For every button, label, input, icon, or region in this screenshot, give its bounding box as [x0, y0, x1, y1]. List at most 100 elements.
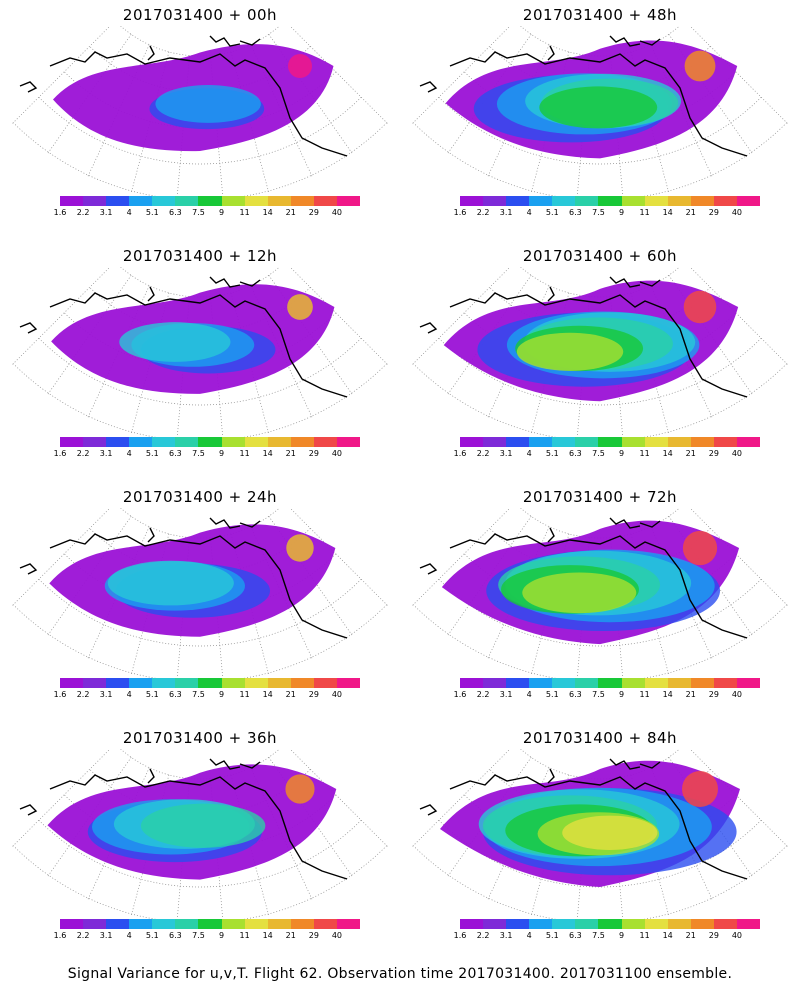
- colorbar: [460, 678, 761, 688]
- variance-maximum: [682, 530, 718, 566]
- colorbar-swatch: [644, 678, 668, 688]
- colorbar-swatch: [313, 678, 337, 688]
- colorbar-swatch: [460, 919, 484, 929]
- colorbar-swatch: [506, 678, 530, 688]
- variance-maximum: [684, 50, 716, 82]
- colorbar-tick-label: 11: [639, 449, 650, 458]
- colorbar-swatch: [129, 678, 153, 688]
- colorbar-tick-label: 5.1: [145, 931, 159, 940]
- latitude-line: [520, 749, 680, 780]
- meridian-line: [289, 508, 388, 606]
- map-panel: 2017031400 + 00h 1.6 2.2 3.1 4 5.1 6.3 7.5 9 11 14…: [0, 0, 400, 238]
- colorbar-tick-label: 2.2: [476, 449, 490, 458]
- colorbar-tick-label: 2.2: [476, 208, 490, 217]
- colorbar-tick-label: 21: [285, 449, 296, 458]
- latitude-line: [89, 287, 311, 334]
- colorbar-tick-label: 3.1: [99, 931, 113, 940]
- latitude-line: [520, 26, 680, 57]
- variance-contour: [107, 560, 234, 606]
- colorbar-tick-label: 1.6: [453, 690, 467, 699]
- latitude-line: [520, 267, 680, 298]
- colorbar-tick-label: 4: [126, 931, 132, 940]
- colorbar-tick-label: 1.6: [453, 208, 467, 217]
- colorbar-ticks: 1.6 2.2 3.1 4 5.1 6.3 7.5 9 11 14 21 29 40: [454, 208, 760, 220]
- colorbar-tick-label: 3.1: [99, 690, 113, 699]
- colorbar-swatch: [483, 196, 507, 206]
- colorbar-swatch: [667, 196, 691, 206]
- latitude-line: [38, 96, 362, 165]
- meridian-line: [289, 26, 388, 124]
- panel-title: 2017031400 + 48h: [522, 6, 678, 24]
- colorbar-ticks: 1.6 2.2 3.1 4 5.1 6.3 7.5 9 11 14 21 29 40: [54, 449, 360, 461]
- colorbar-swatch: [575, 678, 599, 688]
- colorbar-swatch: [575, 919, 599, 929]
- colorbar-swatch: [313, 196, 337, 206]
- colorbar-ticks: 1.6 2.2 3.1 4 5.1 6.3 7.5 9 11 14 21 29 40: [54, 690, 360, 702]
- colorbar-tick-label: 9: [218, 449, 225, 458]
- colorbar-swatch: [221, 919, 245, 929]
- colorbar: [60, 196, 361, 206]
- colorbar-swatch: [290, 678, 314, 688]
- colorbar-swatch: [506, 196, 530, 206]
- colorbar-swatch: [106, 678, 130, 688]
- colorbar-tick-label: 40: [731, 208, 743, 217]
- colorbar-swatch: [644, 919, 668, 929]
- latitude-line: [38, 337, 362, 406]
- colorbar-tick-label: 4: [126, 449, 132, 458]
- colorbar-swatch: [83, 678, 107, 688]
- latitude-line: [38, 819, 362, 888]
- variance-contour: [539, 86, 658, 129]
- coastline: [419, 276, 748, 398]
- colorbar-tick-label: 5.1: [545, 208, 559, 217]
- colorbar-swatch: [736, 196, 761, 206]
- colorbar-tick-label: 5.1: [545, 449, 559, 458]
- colorbar-tick-label: 6.3: [169, 931, 182, 940]
- colorbar-swatch: [83, 437, 107, 447]
- colorbar-tick-label: 29: [708, 931, 719, 940]
- colorbar-tick-label: 40: [731, 449, 743, 458]
- colorbar-swatch: [106, 196, 130, 206]
- coastline: [419, 517, 748, 639]
- colorbar-tick-label: 9: [218, 208, 225, 217]
- variance-maximum: [683, 290, 717, 324]
- colorbar-swatch: [575, 437, 599, 447]
- colorbar-tick-label: 29: [708, 690, 719, 699]
- colorbar-swatch: [460, 437, 484, 447]
- colorbar-tick-label: 6.3: [569, 208, 582, 217]
- colorbar: [460, 437, 761, 447]
- colorbar-ticks: 1.6 2.2 3.1 4 5.1 6.3 7.5 9 11 14 21 29 40: [454, 449, 760, 461]
- meridian-line: [289, 749, 388, 847]
- colorbar-tick-label: 6.3: [569, 449, 582, 458]
- colorbar-tick-label: 2.2: [476, 690, 490, 699]
- variance-contour: [522, 572, 637, 614]
- colorbar-swatch: [529, 437, 553, 447]
- colorbar-swatch: [667, 678, 691, 688]
- colorbar-swatch: [313, 919, 337, 929]
- colorbar-tick-label: 11: [639, 208, 650, 217]
- latitude-line: [120, 267, 280, 298]
- variance-contour: [140, 803, 266, 848]
- colorbar-swatch: [129, 196, 153, 206]
- colorbar-tick-label: 3.1: [499, 690, 513, 699]
- colorbar-tick-label: 9: [218, 690, 225, 699]
- colorbar-tick-label: 7.5: [592, 931, 605, 940]
- colorbar-swatch: [198, 196, 222, 206]
- colorbar-swatch: [736, 919, 761, 929]
- polar-map: [412, 267, 788, 442]
- colorbar-swatch: [244, 437, 268, 447]
- colorbar-tick-label: 6.3: [569, 690, 582, 699]
- colorbar-tick-label: 9: [618, 208, 625, 217]
- panel-title: 2017031400 + 36h: [122, 729, 278, 747]
- colorbar-swatch: [198, 678, 222, 688]
- colorbar-tick-label: 3.1: [499, 931, 513, 940]
- meridian-line: [412, 749, 511, 847]
- colorbar-swatch: [267, 437, 291, 447]
- colorbar-swatch: [690, 196, 714, 206]
- colorbar-tick-label: 5.1: [545, 690, 559, 699]
- variance-maximum: [287, 294, 313, 320]
- colorbar-swatch: [221, 678, 245, 688]
- colorbar-swatch: [483, 437, 507, 447]
- variance-maximum: [285, 774, 315, 804]
- coastline: [19, 35, 348, 157]
- coastline: [419, 758, 748, 880]
